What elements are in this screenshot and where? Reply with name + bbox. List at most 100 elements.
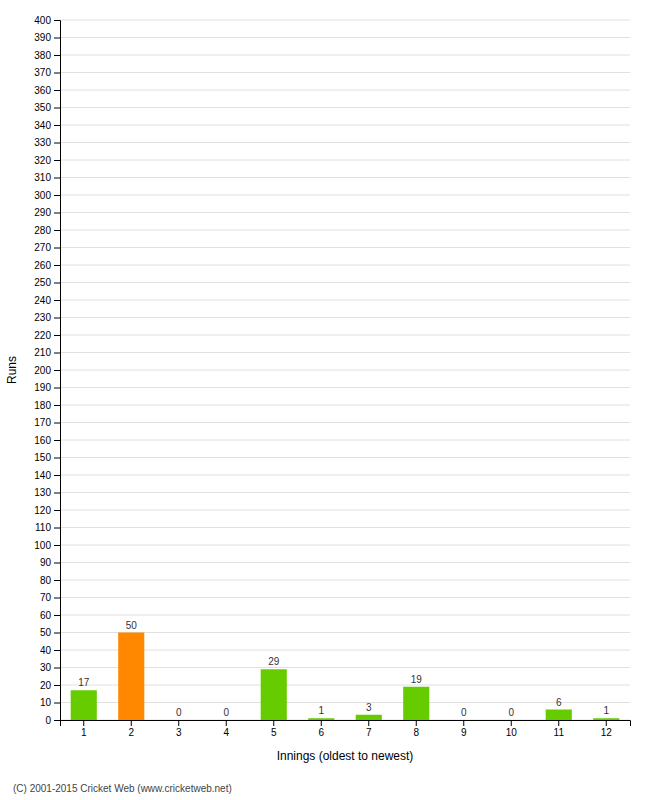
tick-label: 180 [34, 400, 51, 411]
tick-mark [83, 720, 84, 726]
tick-label: 370 [34, 67, 51, 78]
grid-line [60, 247, 630, 248]
tick-label: 7 [366, 727, 372, 738]
tick: 380 [34, 50, 60, 61]
tick-mark [54, 580, 60, 581]
data-label: 0 [176, 707, 182, 718]
tick-mark [54, 545, 60, 546]
tick: 400 [34, 15, 60, 26]
tick-mark [54, 20, 60, 21]
tick: 60 [40, 610, 60, 621]
tick-label: 1 [81, 727, 87, 738]
tick-label: 270 [34, 242, 51, 253]
tick: 8 [413, 720, 419, 738]
tick-mark [54, 493, 60, 494]
tick: 240 [34, 295, 60, 306]
tick-label: 380 [34, 50, 51, 61]
tick-label: 210 [34, 347, 51, 358]
grid-line [60, 282, 630, 283]
grid-line [60, 177, 630, 178]
tick: 0 [45, 715, 60, 726]
tick-mark [54, 125, 60, 126]
bar [546, 710, 572, 721]
plot: 1750002913190061010203040506070809010011… [34, 15, 630, 738]
tick: 10 [40, 697, 60, 708]
tick-label: 170 [34, 417, 51, 428]
tick: 6 [318, 720, 324, 738]
tick-mark [54, 668, 60, 669]
grid-line [60, 580, 630, 581]
grid-line [60, 265, 630, 266]
tick-label: 0 [45, 715, 51, 726]
tick: 30 [40, 662, 60, 673]
grid-line [60, 440, 630, 441]
bar [118, 633, 144, 721]
tick-mark [54, 353, 60, 354]
y-axis-title: Runs [5, 356, 19, 384]
tick-label: 150 [34, 452, 51, 463]
tick: 180 [34, 400, 60, 411]
tick: 320 [34, 155, 60, 166]
tick-label: 340 [34, 120, 51, 131]
tick: 300 [34, 190, 60, 201]
tick: 280 [34, 225, 60, 236]
tick-mark [54, 178, 60, 179]
tick: 110 [35, 522, 60, 533]
tick: 70 [40, 592, 60, 603]
tick-mark [131, 720, 132, 726]
tick: 7 [366, 720, 372, 738]
tick: 140 [34, 470, 60, 481]
tick: 4 [223, 720, 229, 738]
x-axis: 123456789101112 [61, 720, 631, 738]
tick-label: 160 [34, 435, 51, 446]
tick: 330 [34, 137, 60, 148]
data-label: 0 [223, 707, 229, 718]
tick: 250 [34, 277, 60, 288]
tick-label: 80 [40, 575, 52, 586]
tick: 20 [40, 680, 60, 691]
bar [166, 720, 192, 721]
grid-line [60, 422, 630, 423]
tick-label: 360 [34, 85, 51, 96]
grid-line [60, 90, 630, 91]
tick-mark [463, 720, 464, 726]
grid [60, 20, 630, 720]
bar [593, 718, 619, 720]
grid-line [60, 615, 630, 616]
tick-mark [606, 720, 607, 726]
tick-label: 230 [34, 312, 51, 323]
tick-mark [54, 300, 60, 301]
tick-label: 220 [34, 330, 51, 341]
tick-label: 400 [34, 15, 51, 26]
tick: 260 [34, 260, 60, 271]
grid-line [60, 230, 630, 231]
tick-label: 190 [34, 382, 51, 393]
tick-mark [54, 195, 60, 196]
tick-mark [178, 720, 179, 726]
tick-label: 140 [34, 470, 51, 481]
tick-label: 320 [34, 155, 51, 166]
tick-mark [416, 720, 417, 726]
tick-label: 200 [34, 365, 51, 376]
bar [498, 720, 524, 721]
tick-label: 120 [34, 505, 51, 516]
tick: 1 [81, 720, 87, 738]
grid-line [60, 545, 630, 546]
grid-line [60, 405, 630, 406]
axis-line [54, 21, 61, 721]
grid-line [60, 370, 630, 371]
grid-line [60, 650, 630, 651]
tick-mark [54, 283, 60, 284]
data-label: 50 [126, 620, 138, 631]
tick-label: 110 [35, 522, 51, 533]
tick-label: 2 [128, 727, 134, 738]
tick-label: 40 [40, 645, 52, 656]
grid-line [60, 20, 630, 21]
tick-label: 12 [601, 727, 613, 738]
tick: 9 [461, 720, 467, 738]
tick-label: 30 [40, 662, 52, 673]
grid-line [60, 300, 630, 301]
grid-line [60, 212, 630, 213]
grid-line [60, 457, 630, 458]
tick-mark [54, 108, 60, 109]
